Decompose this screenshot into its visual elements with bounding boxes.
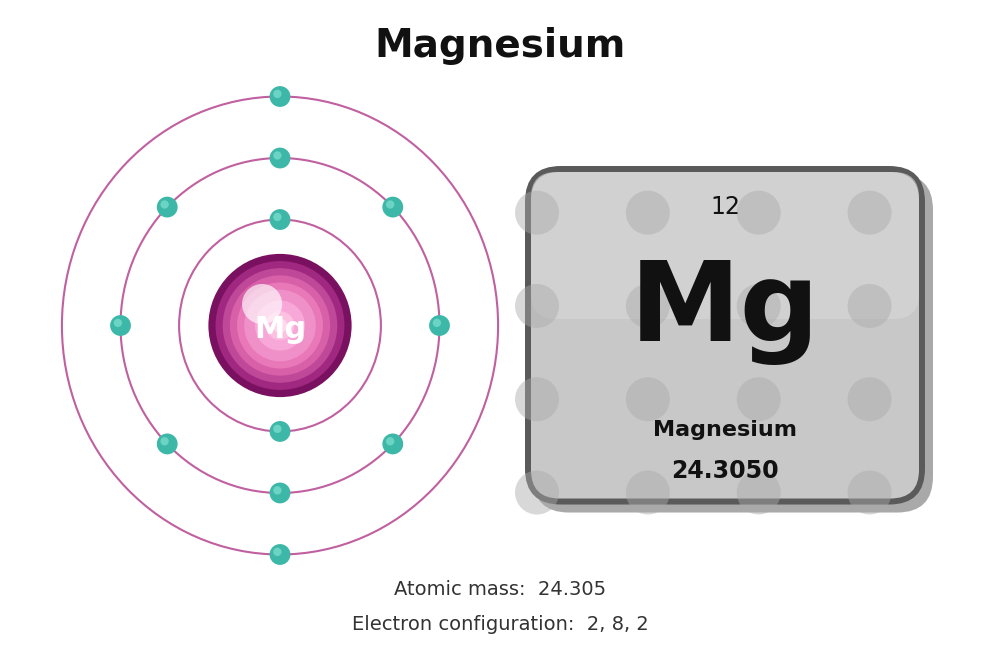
Circle shape xyxy=(429,315,450,336)
Circle shape xyxy=(270,544,290,565)
FancyBboxPatch shape xyxy=(525,166,925,505)
Circle shape xyxy=(273,424,282,433)
Text: 12: 12 xyxy=(710,195,740,219)
Circle shape xyxy=(737,284,781,328)
Circle shape xyxy=(626,377,670,421)
Circle shape xyxy=(515,191,559,234)
Circle shape xyxy=(270,209,290,230)
Text: Magnesium: Magnesium xyxy=(374,27,626,64)
Circle shape xyxy=(223,268,337,383)
Circle shape xyxy=(270,482,290,503)
Circle shape xyxy=(110,315,131,336)
Circle shape xyxy=(160,201,169,208)
Circle shape xyxy=(626,471,670,514)
Circle shape xyxy=(848,377,892,421)
Circle shape xyxy=(848,191,892,234)
Circle shape xyxy=(626,191,670,234)
Circle shape xyxy=(255,301,305,350)
Circle shape xyxy=(626,284,670,328)
Text: 24.3050: 24.3050 xyxy=(671,459,779,482)
Circle shape xyxy=(848,284,892,328)
Text: Mg: Mg xyxy=(630,258,820,365)
Text: Mg: Mg xyxy=(254,314,306,344)
Circle shape xyxy=(737,471,781,514)
Circle shape xyxy=(242,284,282,324)
Circle shape xyxy=(270,148,290,169)
Circle shape xyxy=(114,319,122,327)
Circle shape xyxy=(273,318,287,333)
FancyBboxPatch shape xyxy=(533,174,933,512)
Circle shape xyxy=(273,90,282,98)
FancyBboxPatch shape xyxy=(531,172,919,499)
FancyBboxPatch shape xyxy=(531,172,919,319)
Circle shape xyxy=(266,311,294,340)
Circle shape xyxy=(737,191,781,234)
Circle shape xyxy=(244,290,316,361)
Text: Magnesium: Magnesium xyxy=(653,420,797,440)
Circle shape xyxy=(386,437,394,445)
Text: Electron configuration:  2, 8, 2: Electron configuration: 2, 8, 2 xyxy=(352,615,648,635)
Circle shape xyxy=(273,486,282,495)
Circle shape xyxy=(386,201,394,208)
Circle shape xyxy=(270,86,290,107)
Circle shape xyxy=(515,377,559,421)
Circle shape xyxy=(737,377,781,421)
Circle shape xyxy=(160,437,169,445)
Circle shape xyxy=(273,213,282,221)
Circle shape xyxy=(237,283,323,368)
Circle shape xyxy=(270,421,290,442)
Circle shape xyxy=(515,471,559,514)
Circle shape xyxy=(433,319,441,327)
Circle shape xyxy=(382,197,403,217)
Circle shape xyxy=(216,261,344,390)
Circle shape xyxy=(273,547,282,556)
Circle shape xyxy=(515,284,559,328)
Text: Atomic mass:  24.305: Atomic mass: 24.305 xyxy=(394,579,606,599)
Circle shape xyxy=(382,434,403,454)
Circle shape xyxy=(273,151,282,159)
Circle shape xyxy=(157,434,178,454)
Circle shape xyxy=(230,275,330,376)
Circle shape xyxy=(157,197,178,217)
Circle shape xyxy=(208,254,352,397)
Circle shape xyxy=(848,471,892,514)
